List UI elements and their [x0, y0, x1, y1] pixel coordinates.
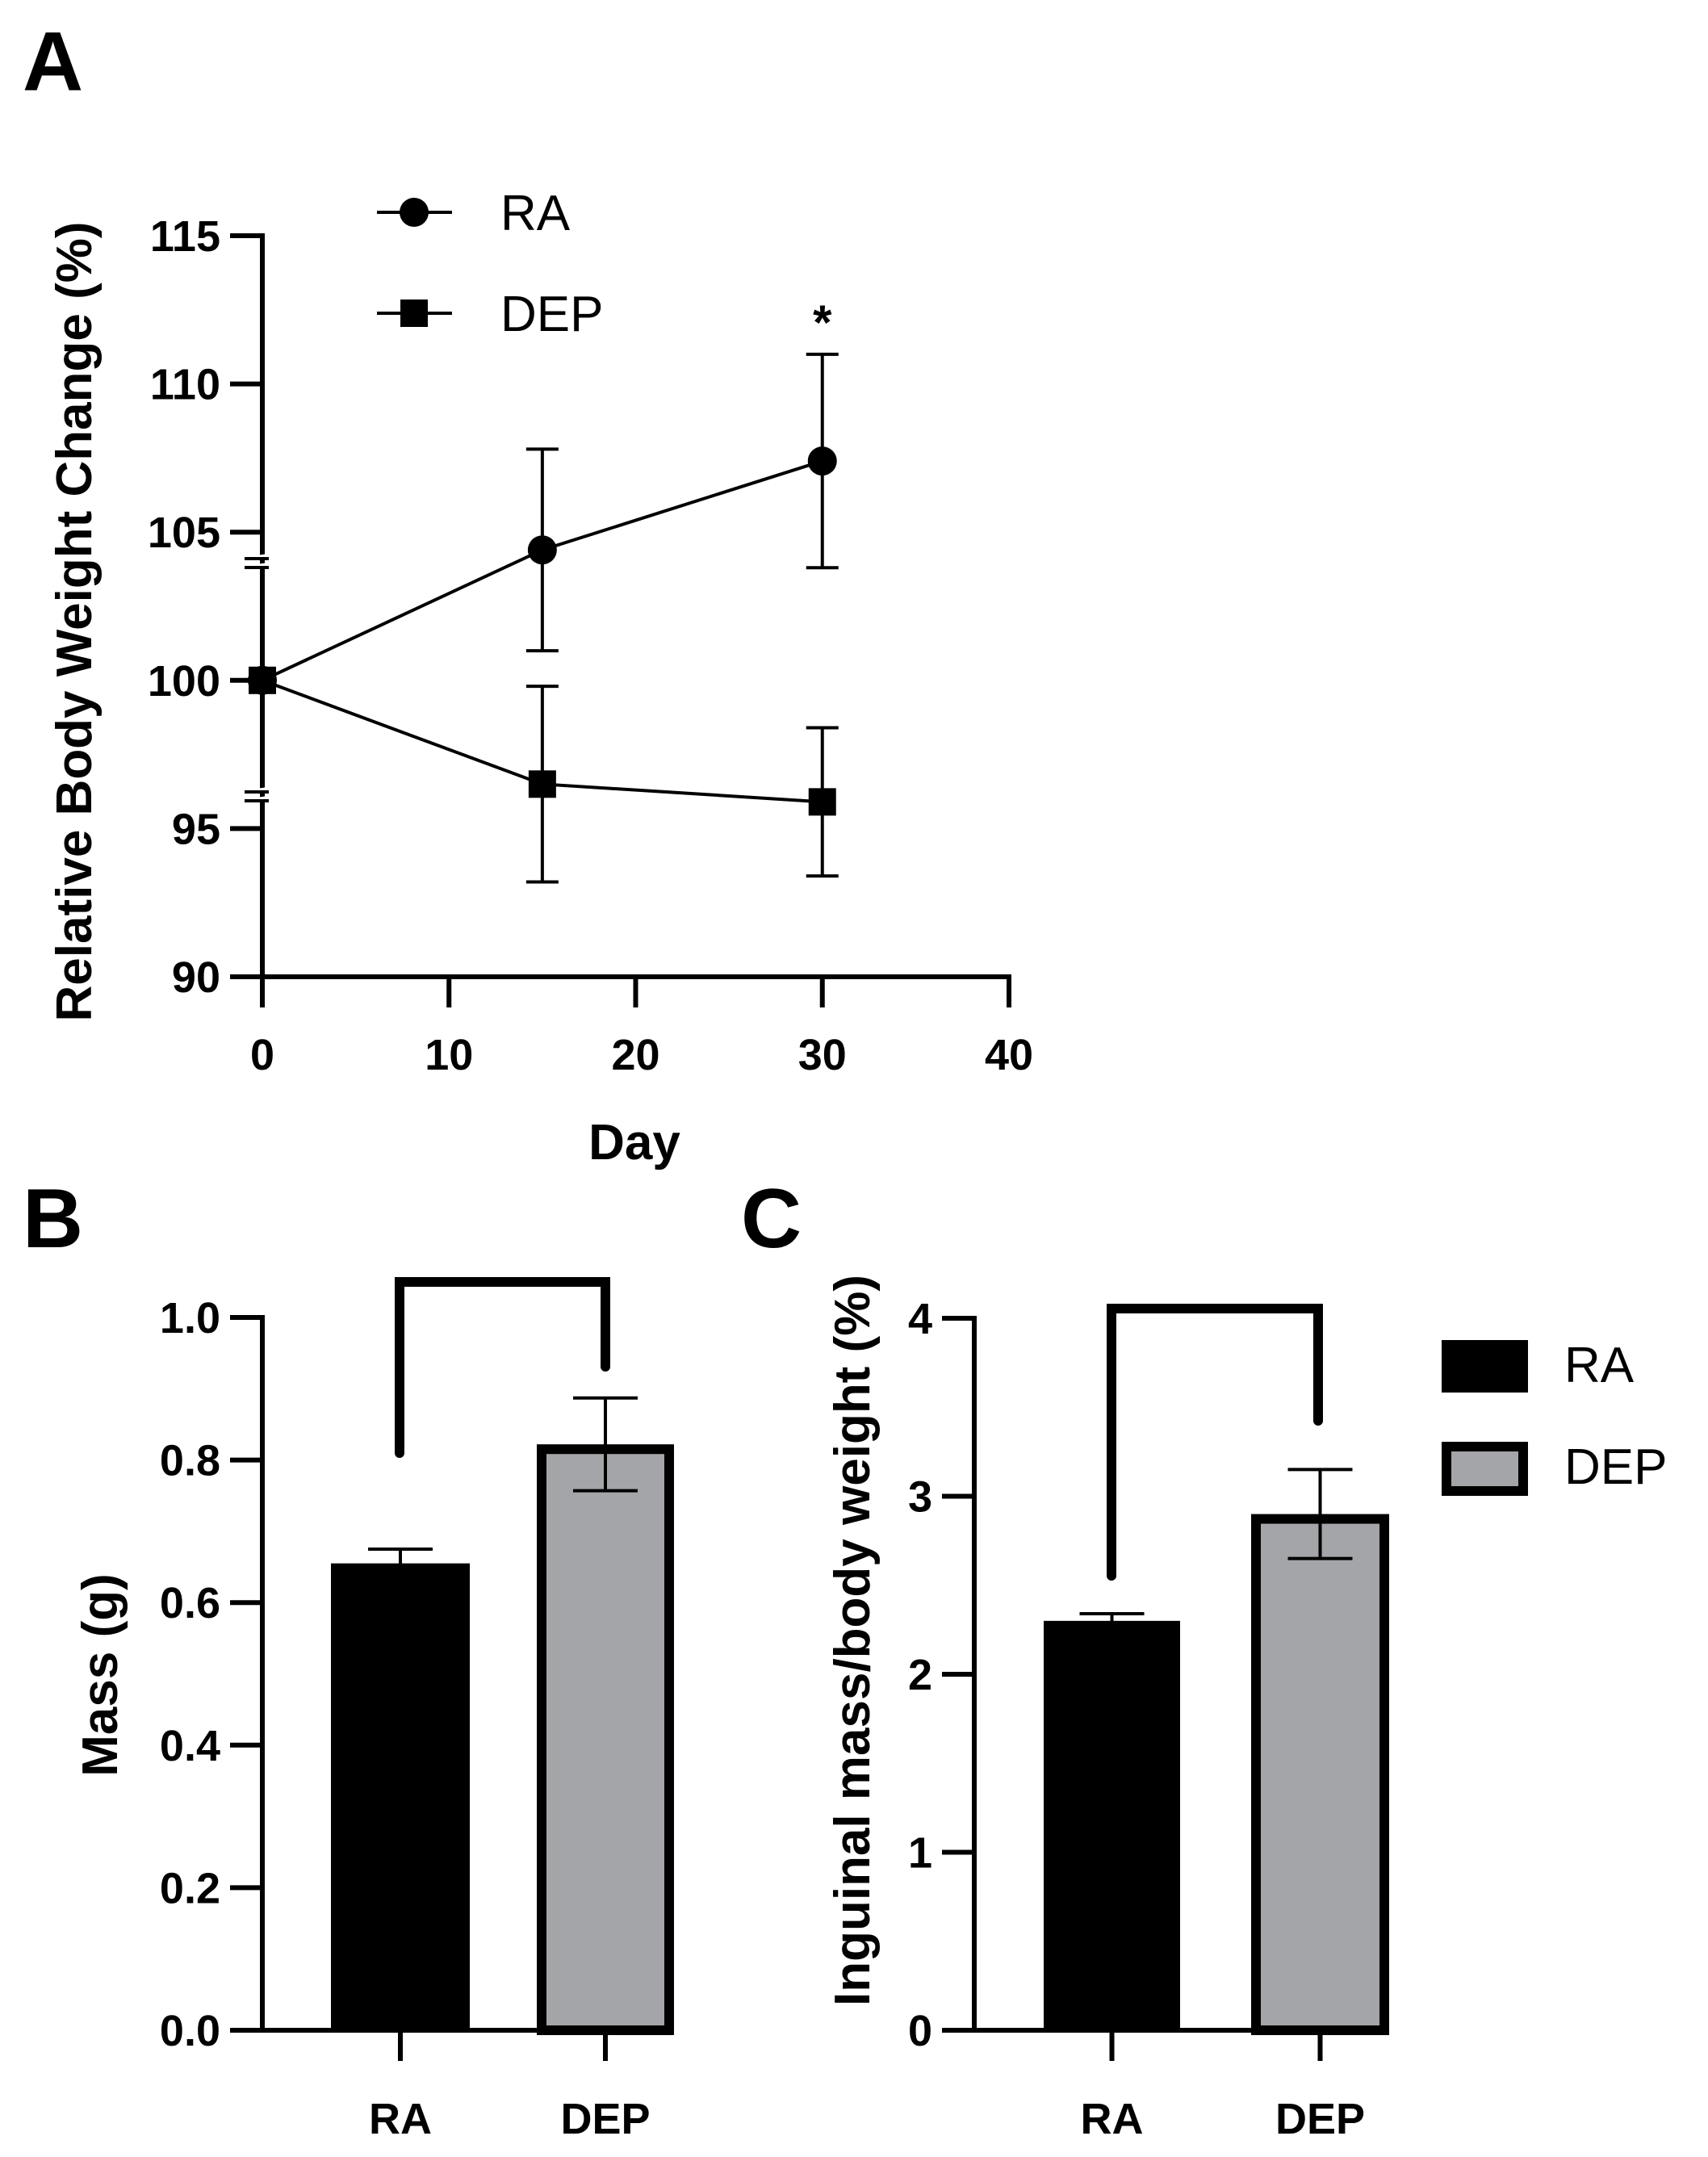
chart-a-xtick-label: 40	[985, 1031, 1033, 1079]
chart-c-bar-dep	[1251, 1514, 1389, 2036]
chart-b-significance-bracket	[395, 1277, 610, 1458]
chart-b-xtick-label: DEP	[560, 2095, 650, 2143]
chart-c: 0 1 2 3 4 RA DEP Inguinal mass/body weight (%)…	[825, 1275, 1667, 2143]
chart-a-point-dep	[528, 770, 556, 798]
chart-b-ytick-label: 0.4	[160, 1722, 220, 1770]
chart-a-point-dep	[808, 788, 836, 816]
chart-a-point-ra	[807, 446, 837, 476]
chart-a-error-bars	[525, 352, 839, 884]
chart-a-point-dep	[249, 666, 276, 694]
chart-a-ylabel: Relative Body Weight Change (%)	[47, 222, 103, 1022]
chart-b-bar-dep	[537, 1444, 674, 2035]
chart-c-xtick-label: DEP	[1275, 2095, 1365, 2143]
chart-c-bars	[1044, 1514, 1389, 2036]
legend-a-label-dep: DEP	[500, 287, 603, 342]
chart-c-error-bars	[1079, 1468, 1353, 1630]
legend-c-label-ra: RA	[1564, 1338, 1635, 1393]
chart-a-axes	[244, 233, 1011, 979]
chart-b-bracket-line	[395, 1277, 610, 1458]
legend-a-label-ra: RA	[500, 186, 571, 241]
chart-c-ytick-label: 1	[908, 1829, 932, 1878]
legend-c-swatch-dep	[1442, 1442, 1528, 1496]
chart-a-significance-star: *	[813, 295, 832, 350]
chart-a-xtick-label: 20	[611, 1031, 659, 1079]
chart-b-bar-ra	[331, 1563, 470, 2030]
chart-a-points	[248, 446, 837, 816]
legend-a-marker-ra	[400, 198, 429, 227]
chart-c-bracket-line	[1107, 1304, 1323, 1581]
chart-c-legend	[1442, 1340, 1528, 1496]
chart-b-ylabel: Mass (g)	[73, 1573, 128, 1776]
chart-c-ytick-label: 3	[908, 1473, 932, 1522]
chart-c-ticks: 0 1 2 3 4 RA DEP	[908, 1295, 1365, 2143]
legend-c-swatch-ra	[1442, 1340, 1528, 1393]
chart-c-ytick-label: 2	[908, 1651, 932, 1699]
chart-b-ytick-label: 0.0	[160, 2007, 220, 2055]
chart-b-ticks: 0.0 0.2 0.4 0.6 0.8 1.0 RA DEP	[160, 1294, 651, 2143]
chart-a-ytick-label: 90	[172, 953, 220, 1002]
chart-b-ytick-label: 0.8	[160, 1437, 220, 1485]
chart-a: 90 95 100 105 110 115 0 10 20 30 40 * Day Relative…	[47, 186, 1033, 1171]
legend-a-marker-dep	[400, 299, 428, 327]
chart-b-bars	[331, 1444, 674, 2035]
chart-a-ytick-label: 95	[172, 805, 220, 853]
chart-c-bar-ra	[1044, 1620, 1180, 2030]
chart-a-xtick-label: 10	[425, 1031, 473, 1079]
chart-a-ytick-label: 110	[150, 361, 220, 409]
chart-b-ytick-label: 1.0	[160, 1294, 220, 1342]
chart-c-ylabel: Inguinal mass/body weight (%)	[825, 1275, 881, 2006]
chart-b-ytick-label: 0.6	[160, 1579, 220, 1627]
chart-a-ytick-label: 100	[148, 657, 220, 706]
chart-c-ytick-label: 4	[908, 1295, 932, 1343]
chart-a-xtick-label: 30	[798, 1031, 847, 1079]
panel-letter-b: B	[23, 1172, 83, 1266]
legend-c-label-dep: DEP	[1564, 1439, 1667, 1495]
panel-letter-c: C	[741, 1172, 802, 1266]
panel-letter-a: A	[23, 15, 83, 109]
chart-a-xlabel: Day	[588, 1115, 680, 1171]
chart-c-xtick-label: RA	[1081, 2095, 1144, 2143]
chart-b-error-bars	[368, 1396, 638, 1580]
chart-c-ytick-label: 0	[908, 2007, 932, 2055]
chart-b-xtick-label: RA	[369, 2095, 432, 2143]
chart-b: 0.0 0.2 0.4 0.6 0.8 1.0 RA DEP Mass (g)	[73, 1277, 674, 2143]
chart-a-ytick-label: 115	[150, 212, 220, 261]
chart-c-significance-bracket	[1107, 1304, 1323, 1581]
chart-a-ticks: 90 95 100 105 110 115 0 10 20 30 40	[148, 212, 1033, 1079]
chart-b-ytick-label: 0.2	[160, 1864, 220, 1912]
chart-a-xtick-label: 0	[250, 1031, 274, 1079]
chart-a-ytick-label: 105	[148, 509, 220, 557]
chart-a-legend	[377, 198, 452, 327]
chart-a-point-ra	[527, 535, 557, 565]
